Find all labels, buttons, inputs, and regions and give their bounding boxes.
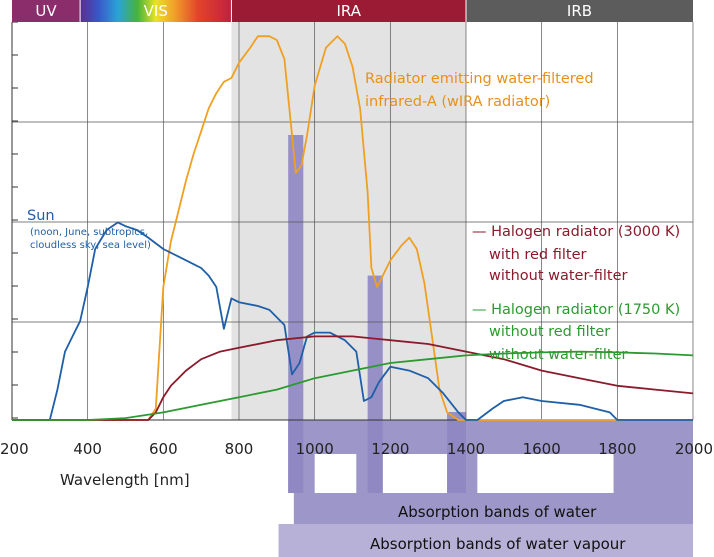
sun-note-line-2: cloudless sky, sea level) xyxy=(30,240,151,251)
halogen-1750k-label-line-3: without water-filter xyxy=(489,347,628,363)
series-layer xyxy=(12,35,694,421)
absorption-bands-layer xyxy=(278,135,693,557)
halogen-3000k-label-line-3: without water-filter xyxy=(489,268,628,284)
x-tick-label-1000: 1000 xyxy=(296,440,334,458)
halogen-3000k-label-line-2: with red filter xyxy=(489,247,587,263)
band-uv xyxy=(12,0,81,22)
band-label-ira: IRA xyxy=(336,2,361,20)
band-vis xyxy=(80,0,232,22)
sun-label: Sun xyxy=(27,208,55,224)
x-tick-label-2000: 2000 xyxy=(675,440,713,458)
band-label-uv: UV xyxy=(35,2,57,20)
x-tick-label-200: 200 xyxy=(0,440,29,458)
x-tick-label-1200: 1200 xyxy=(371,440,409,458)
x-tick-label-1600: 1600 xyxy=(523,440,561,458)
x-axis-ticks: 200 400 600 800 1000 1200 1400 1600 1800 2000 xyxy=(0,440,713,458)
series-line-3 xyxy=(12,335,694,421)
x-tick-label-400: 400 xyxy=(73,440,102,458)
halogen-3000k-label-line-1: — Halogen radiator (3000 K) xyxy=(472,224,680,240)
series-line-2 xyxy=(12,221,693,421)
x-tick-label-800: 800 xyxy=(225,440,254,458)
series-line-1 xyxy=(12,35,693,421)
ira-shaded-region xyxy=(231,22,466,420)
water-vapour-absorption-label: Absorption bands of water vapour xyxy=(370,535,626,553)
band-label-vis: VIS xyxy=(144,2,168,20)
halogen-1750k-label-line-1: — Halogen radiator (1750 K) xyxy=(472,302,680,318)
absorption-gap-3 xyxy=(477,454,614,493)
wira-label-line-1: Radiator emitting water-filtered xyxy=(365,71,594,87)
spectral-band-header: UV VIS IRA IRB xyxy=(12,0,693,22)
absorption-gap-1 xyxy=(314,454,357,493)
wira-label-line-2: infrared-A (wIRA radiator) xyxy=(365,94,550,110)
water-absorption-label: Absorption bands of water xyxy=(398,503,597,521)
x-tick-label-600: 600 xyxy=(149,440,178,458)
sun-note-line-1: (noon, June, subtropics, xyxy=(30,227,148,238)
band-label-irb: IRB xyxy=(567,2,592,20)
absorption-gap-2 xyxy=(382,454,448,493)
water-absorption-bar-2 xyxy=(367,275,383,493)
water-absorption-bar-1 xyxy=(288,135,304,493)
series-line-4 xyxy=(12,350,694,421)
band-ira xyxy=(231,0,466,22)
x-tick-label-1400: 1400 xyxy=(447,440,485,458)
water-absorption-bar-3 xyxy=(447,412,466,493)
water-absorption-strip xyxy=(293,493,693,524)
band-irb xyxy=(466,0,693,22)
x-tick-label-1800: 1800 xyxy=(598,440,636,458)
background-layer xyxy=(231,22,466,420)
water-vapour-absorption-strip xyxy=(278,524,693,557)
halogen-1750k-label-line-2: without red filter xyxy=(489,324,610,340)
x-axis-label: Wavelength [nm] xyxy=(60,471,190,489)
